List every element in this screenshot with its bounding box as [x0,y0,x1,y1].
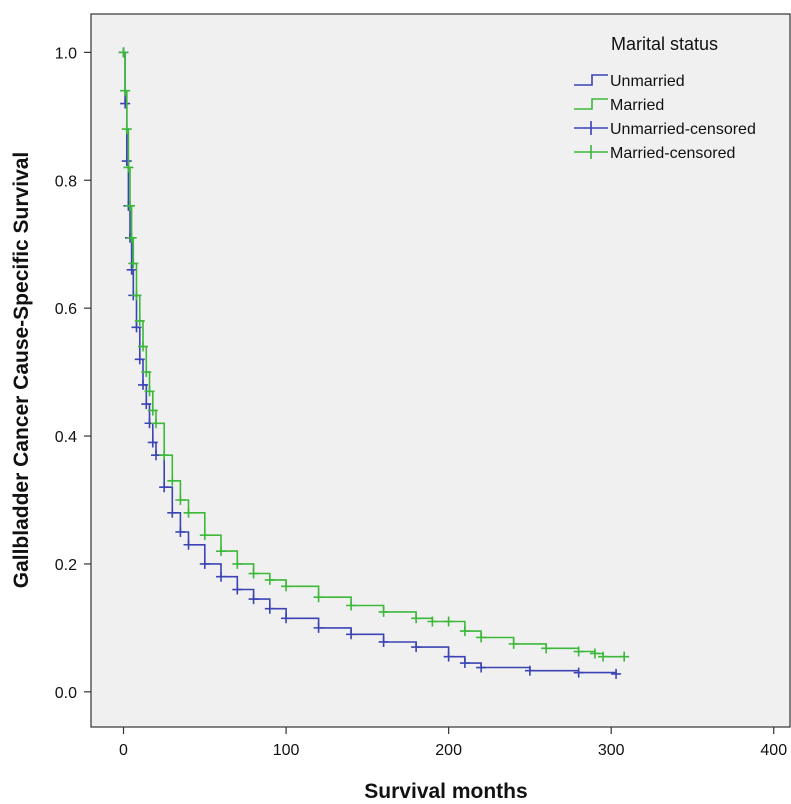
legend-swatch-married [574,98,608,110]
censor-mark [619,651,630,662]
y-tick-label: 0.6 [55,301,77,318]
censor-mark [443,651,454,662]
legend-label-married: Married [610,97,664,114]
censor-mark [476,662,487,673]
y-axis-ticks: 0.0 0.2 0.4 0.6 0.8 1.0 [55,45,91,702]
censor-mark [459,658,470,669]
censor-mark [159,482,170,493]
x-tick-label: 400 [760,742,787,759]
censor-mark [138,379,149,390]
censor-mark [281,581,292,592]
censor-mark [199,530,210,541]
censor-mark [281,613,292,624]
censor-mark [151,418,162,429]
censor-mark [264,603,275,614]
censor-mark [141,399,152,410]
censor-mark [118,47,129,58]
y-tick-label: 0.0 [55,685,77,702]
censor-mark [508,638,519,649]
y-tick-label: 0.8 [55,173,77,190]
x-axis-ticks: 0 100 200 300 400 [119,727,787,759]
censor-mark [175,494,186,505]
censor-mark [167,475,178,486]
legend-swatch-married-censored [574,145,608,159]
plot-area [90,13,791,728]
censor-mark [313,592,324,603]
censor-mark [232,584,243,595]
y-tick-label: 0.2 [55,557,77,574]
censor-mark [120,85,131,96]
legend-swatch-unmarried-censored [574,121,608,135]
censor-mark [121,124,132,135]
censor-mark [232,558,243,569]
x-axis-title: Survival months [364,780,527,803]
censor-mark [264,574,275,585]
censor-mark [476,632,487,643]
censor-marks-married [118,47,630,662]
censor-mark [411,642,422,653]
legend-title: Marital status [611,34,718,54]
legend-swatch-unmarried [574,74,608,86]
y-axis-title: Gallbladder Cancer Cause-Specific Surviv… [10,152,33,589]
censor-mark [134,354,145,365]
x-tick-label: 0 [119,742,128,759]
censor-mark [248,594,259,605]
censor-mark [134,315,145,326]
censor-mark [147,437,158,448]
censor-mark [123,162,134,173]
censor-mark [144,386,155,397]
censor-mark [167,507,178,518]
series-layer [118,47,630,679]
censor-mark [248,568,259,579]
censor-mark [346,629,357,640]
censor-mark [131,322,142,333]
censor-mark [427,616,438,627]
censor-mark [611,668,622,679]
censor-mark [411,613,422,624]
censor-mark [573,667,584,678]
censor-mark [216,571,227,582]
censor-mark [131,290,142,301]
censor-mark [459,626,470,637]
legend-label-married-censored: Married-censored [610,145,735,162]
censor-mark [216,546,227,557]
censor-mark [313,622,324,633]
censor-mark [541,643,552,654]
censor-mark [573,646,584,657]
censor-mark [589,648,600,659]
censor-mark [175,526,186,537]
y-tick-label: 0.4 [55,429,77,446]
censor-mark [128,258,139,269]
censor-mark [126,264,137,275]
censor-mark [138,341,149,352]
x-tick-label: 300 [598,742,625,759]
y-tick-label: 1.0 [55,45,77,62]
censor-mark [199,558,210,569]
censor-mark [524,665,535,676]
censor-mark [378,636,389,647]
censor-mark [183,507,194,518]
legend: Marital status Unmarried Married Unmarried… [574,34,756,162]
x-tick-label: 100 [273,742,300,759]
legend-label-unmarried-censored: Unmarried-censored [610,121,756,138]
censor-mark [126,232,137,243]
censor-mark [346,600,357,611]
censor-mark [120,98,131,109]
censor-mark [159,450,170,461]
censor-mark [183,539,194,550]
legend-label-unmarried: Unmarried [610,73,685,90]
censor-mark [598,651,609,662]
censor-mark [125,200,136,211]
censor-mark [147,405,158,416]
x-tick-label: 200 [435,742,462,759]
censor-mark [443,616,454,627]
censor-mark [141,367,152,378]
censor-mark [121,156,132,167]
censor-mark [378,606,389,617]
